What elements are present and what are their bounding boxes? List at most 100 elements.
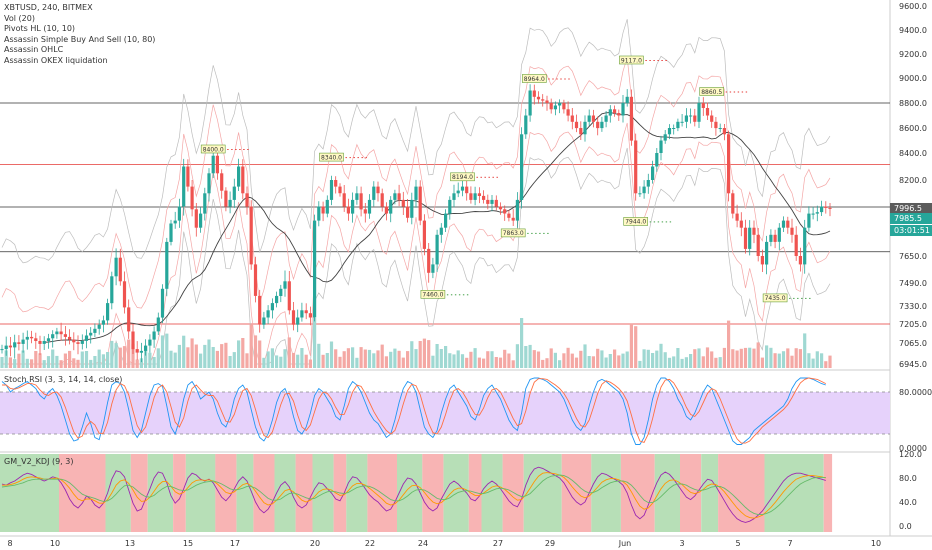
kdj-regime-band — [147, 454, 173, 532]
volume-bar — [296, 354, 300, 368]
candle-body — [621, 103, 625, 116]
candle-body — [494, 199, 498, 207]
indicator-assassin-buy-sell[interactable]: Assassin Simple Buy And Sell (10, 80) — [4, 34, 156, 44]
volume-bar — [258, 340, 262, 368]
candle-body — [608, 109, 612, 116]
candle-body — [579, 128, 583, 135]
volume-bar — [486, 351, 490, 368]
volume-bar — [828, 355, 832, 368]
current-price-badge: 7985.5 — [890, 213, 932, 224]
candle-body — [427, 248, 431, 273]
pivot-dot — [665, 60, 667, 61]
candle-body — [17, 342, 21, 344]
pivot-dot — [560, 78, 562, 80]
candle-body — [334, 180, 338, 187]
candle-body — [215, 155, 219, 174]
pivot-dot — [231, 149, 233, 150]
volume-bar — [562, 353, 566, 368]
pivot-dot — [466, 294, 469, 296]
volume-bar — [824, 361, 828, 368]
price-tick-label: 6945.0 — [899, 360, 927, 369]
kdj-d-line — [1, 474, 826, 516]
price-tick-label: 7490.0 — [899, 279, 927, 288]
time-tick-label: 22 — [365, 539, 375, 548]
volume-bar — [431, 355, 435, 368]
pivot-dot — [645, 60, 647, 61]
volume-bar — [760, 357, 764, 368]
volume-bar — [110, 340, 114, 368]
candle-body — [393, 193, 397, 200]
volume-bar — [279, 356, 283, 368]
candle-body — [262, 317, 266, 325]
volume-bar — [215, 350, 219, 368]
candle-body — [786, 220, 790, 228]
candle-body — [270, 303, 274, 311]
candle-body — [672, 128, 676, 129]
volume-bar — [418, 341, 422, 368]
candle-body — [511, 217, 515, 221]
candle-body — [794, 234, 798, 256]
indicator-vol[interactable]: Vol (20) — [4, 13, 35, 23]
candle-body — [135, 349, 139, 353]
candle-body — [34, 338, 38, 341]
volume-bar — [313, 318, 317, 368]
volume-bar — [55, 355, 59, 368]
indicator-assassin-okex[interactable]: Assassin OKEX liquidation — [4, 55, 108, 65]
candle-body — [68, 336, 72, 340]
stoch-overbought-band — [0, 392, 890, 434]
volume-bar — [638, 360, 642, 368]
volume-bar — [701, 356, 705, 368]
pivot-dot — [564, 78, 566, 80]
volume-bar — [93, 356, 97, 368]
volume-bar — [84, 351, 89, 368]
candle-body — [406, 206, 410, 218]
volume-bar — [160, 335, 165, 368]
kdj-regime-band — [561, 454, 592, 532]
volume-bar — [511, 360, 515, 368]
indicator-pivots[interactable]: Pivots HL (10, 10) — [4, 24, 76, 33]
candle-body — [101, 320, 105, 325]
volume-bar — [380, 344, 384, 368]
volume-bar — [211, 347, 215, 368]
candle-body — [59, 331, 63, 335]
candle-body — [42, 341, 46, 344]
pivot-label-5: 8964.0 — [521, 74, 570, 83]
candle-body — [752, 227, 756, 235]
candle-body — [807, 213, 811, 228]
candle-body — [448, 199, 452, 214]
kdj-tick-label: 120.0 — [899, 450, 922, 459]
kdj-regime-band — [422, 454, 444, 532]
volume-bar — [697, 348, 701, 368]
indicator-assassin-ohlc[interactable]: Assassin OHLC — [4, 45, 64, 54]
kdj-regime-band — [236, 454, 254, 532]
pivot-label-text: 8400.0 — [203, 146, 224, 153]
volume-bar — [807, 353, 811, 368]
volume-bar — [684, 357, 688, 368]
upper-envelope-grey — [1, 19, 831, 264]
pivot-dot — [454, 294, 457, 296]
kdj-regime-band — [701, 454, 719, 532]
kdj-regime-band — [312, 454, 334, 532]
volume-bar — [566, 347, 570, 368]
price-tick-label: 8800.0 — [899, 99, 927, 108]
pivot-label-text: 7944.0 — [625, 219, 646, 226]
candle-body — [435, 234, 439, 265]
candle-body — [359, 193, 363, 210]
pivot-label-box — [450, 172, 475, 182]
time-tick-label: 27 — [493, 539, 503, 548]
volume-bar — [520, 318, 524, 368]
candle-body — [144, 345, 148, 351]
stoch-rsi-label[interactable]: Stoch RSI (3, 3, 14, 14, close) — [4, 375, 123, 384]
volume-bar — [714, 357, 718, 368]
volume-bar — [34, 351, 38, 368]
volume-bar — [321, 354, 325, 368]
pivot-label-9: 7435.0 — [762, 293, 811, 302]
kdj-label[interactable]: GM_V2_KDJ (9, 3) — [4, 457, 74, 466]
volume-bar — [532, 350, 536, 368]
candle-body — [756, 234, 760, 256]
volume-bar — [608, 354, 612, 368]
candle-body — [232, 186, 236, 200]
volume-bar — [456, 350, 460, 368]
candle-body — [84, 335, 89, 341]
